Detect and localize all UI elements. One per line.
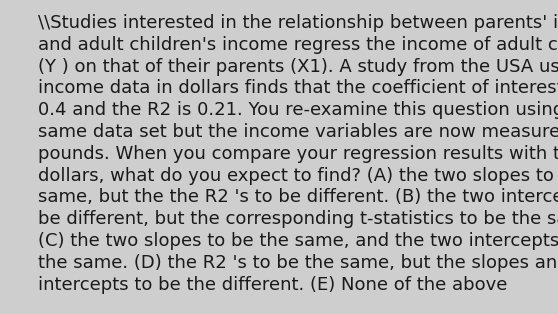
Text: income data in dollars finds that the coefficient of interest, βb1 is: income data in dollars finds that the co…	[38, 79, 558, 97]
Text: pounds. When you compare your regression results with those in: pounds. When you compare your regression…	[38, 145, 558, 163]
Text: intercepts to be the different. (E) None of the above: intercepts to be the different. (E) None…	[38, 276, 507, 294]
Text: and adult children's income regress the income of adult children: and adult children's income regress the …	[38, 36, 558, 54]
Text: same, but the the R2 's to be different. (B) the two intercepts to: same, but the the R2 's to be different.…	[38, 188, 558, 206]
Text: the same. (D) the R2 's to be the same, but the slopes and: the same. (D) the R2 's to be the same, …	[38, 254, 558, 272]
Text: be different, but the corresponding t-statistics to be the same.: be different, but the corresponding t-st…	[38, 210, 558, 228]
Text: 0.4 and the R2 is 0.21. You re-examine this question using the: 0.4 and the R2 is 0.21. You re-examine t…	[38, 101, 558, 119]
Text: (Y ) on that of their parents (X1). A study from the USA using: (Y ) on that of their parents (X1). A st…	[38, 57, 558, 76]
Text: same data set but the income variables are now measured in: same data set but the income variables a…	[38, 123, 558, 141]
Text: \\Studies interested in the relationship between parents' income: \\Studies interested in the relationship…	[38, 14, 558, 32]
Text: (C) the two slopes to be the same, and the two intercepts to be: (C) the two slopes to be the same, and t…	[38, 232, 558, 250]
Text: dollars, what do you expect to find? (A) the two slopes to be: dollars, what do you expect to find? (A)…	[38, 167, 558, 185]
